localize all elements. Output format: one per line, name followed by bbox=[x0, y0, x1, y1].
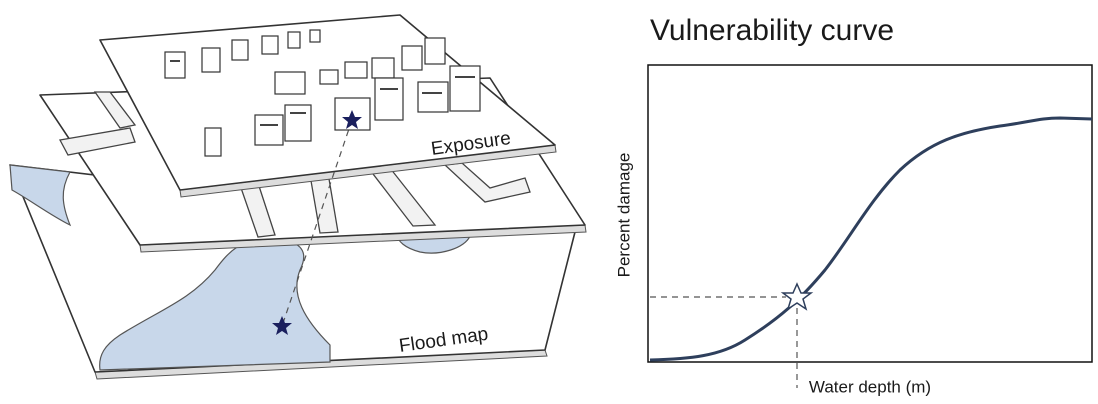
y-axis-label: Percent damage bbox=[614, 153, 633, 278]
vulnerability-curve bbox=[650, 118, 1092, 360]
figure: Flood map Exposure bbox=[0, 0, 1098, 399]
plot-frame bbox=[648, 65, 1092, 362]
x-axis-label: Water depth (m) bbox=[809, 377, 931, 396]
star-marker bbox=[783, 284, 811, 309]
curve-chart: Vulnerability curve Water depth (m) Perc… bbox=[614, 14, 1092, 397]
chart-title: Vulnerability curve bbox=[650, 14, 894, 47]
